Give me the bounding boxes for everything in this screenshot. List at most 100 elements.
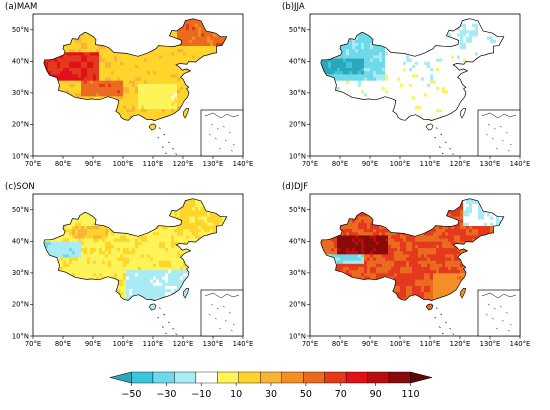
x-tick-label: 70°E: [302, 340, 318, 348]
colorbar-tick-label: −50: [121, 389, 141, 400]
hainan-island: [425, 303, 434, 311]
colorbar-swatch: [367, 371, 390, 384]
colorbar-tick-label: 10: [230, 389, 242, 400]
y-tick-label: 40°N: [289, 238, 306, 246]
colorbar-swatch: [131, 371, 154, 384]
colorbar-arrow-low: [109, 371, 132, 384]
x-tick-label: 80°E: [332, 160, 348, 168]
x-tick-label: 80°E: [332, 340, 348, 348]
colorbar-swatch: [345, 371, 368, 384]
x-tick-label: 110°E: [420, 160, 441, 168]
y-tick-label: 10°N: [289, 152, 306, 160]
map-panel-jja: 70°E 80°E 90°E 100°E 110°E 120°E 130°E 140°E 10°…: [289, 13, 531, 168]
colorbar-tick-label: −30: [156, 389, 176, 400]
colorbar-swatch: [238, 371, 261, 384]
y-tick-label: 20°N: [12, 121, 29, 129]
x-tick-label: 100°E: [113, 340, 134, 348]
y-tick-label: 50°N: [12, 26, 29, 34]
x-tick-label: 110°E: [143, 160, 164, 168]
x-tick-label: 100°E: [390, 340, 411, 348]
china-border: [320, 18, 505, 122]
x-tick-label: 140°E: [510, 340, 531, 348]
x-tick-label: 130°E: [203, 160, 224, 168]
colorbar-swatch: [152, 371, 175, 384]
x-tick-label: 140°E: [510, 160, 531, 168]
x-tick-label: 120°E: [173, 160, 194, 168]
y-tick-label: 20°N: [12, 301, 29, 309]
colorbar-swatch: [260, 371, 282, 384]
panel-title-jja: (b)JJA: [282, 2, 305, 12]
y-tick-label: 40°N: [289, 58, 306, 66]
taiwan-island: [459, 108, 467, 119]
colorbar-swatch: [388, 371, 411, 384]
colorbar-tick-label: 90: [370, 389, 382, 400]
x-tick-label: 120°E: [450, 160, 471, 168]
map-panel-son: 70°E 80°E 90°E 100°E 110°E 120°E 130°E 140°E 10°…: [12, 193, 254, 348]
colorbar-tick-label: 30: [265, 389, 277, 400]
x-tick-label: 120°E: [450, 340, 471, 348]
south-china-sea-dashes: [157, 307, 178, 335]
hainan-island: [148, 303, 157, 311]
y-tick-label: 20°N: [289, 301, 306, 309]
colorbar-swatch: [303, 371, 325, 384]
china-border: [43, 18, 228, 122]
south-china-sea-dashes: [157, 127, 178, 155]
colorbar-swatch: [217, 371, 239, 384]
x-tick-label: 140°E: [233, 340, 254, 348]
panel-title-mam: (a)MAM: [5, 2, 37, 12]
x-tick-label: 90°E: [362, 340, 378, 348]
taiwan-island: [182, 108, 190, 119]
hainan-island: [425, 123, 434, 131]
y-tick-label: 50°N: [289, 26, 306, 34]
south-china-sea-dashes: [434, 127, 455, 155]
y-tick-label: 10°N: [12, 152, 29, 160]
y-tick-label: 30°N: [289, 89, 306, 97]
south-china-sea-inset: [200, 109, 244, 157]
x-tick-label: 80°E: [55, 160, 71, 168]
colorbar-swatch: [281, 371, 304, 384]
colorbar-tick-label: 110: [401, 389, 419, 400]
y-tick-label: 40°N: [12, 238, 29, 246]
x-tick-label: 70°E: [25, 340, 41, 348]
colorbar-arrow-high: [410, 371, 433, 384]
colorbar-swatch: [324, 371, 347, 384]
y-tick-label: 50°N: [12, 206, 29, 214]
colorbar-swatch: [195, 371, 218, 384]
y-tick-label: 30°N: [289, 269, 306, 277]
y-tick-label: 10°N: [289, 332, 306, 340]
china-border: [320, 198, 505, 302]
panel-title-djf: (d)DJF: [282, 182, 308, 192]
y-tick-label: 30°N: [12, 89, 29, 97]
y-tick-label: 30°N: [12, 269, 29, 277]
panel-title-son: (c)SON: [5, 182, 35, 192]
colorbar-tick-label: −10: [191, 389, 211, 400]
taiwan-island: [182, 288, 190, 299]
x-tick-label: 90°E: [85, 160, 101, 168]
x-tick-label: 90°E: [362, 160, 378, 168]
taiwan-island: [459, 288, 467, 299]
x-tick-label: 130°E: [480, 340, 501, 348]
y-tick-label: 20°N: [289, 121, 306, 129]
x-tick-label: 120°E: [173, 340, 194, 348]
china-border: [43, 198, 228, 302]
south-china-sea-inset: [200, 289, 244, 337]
south-china-sea-inset: [477, 289, 521, 337]
y-tick-label: 50°N: [289, 206, 306, 214]
x-tick-label: 90°E: [85, 340, 101, 348]
x-tick-label: 70°E: [25, 160, 41, 168]
x-tick-label: 100°E: [390, 160, 411, 168]
x-tick-label: 110°E: [143, 340, 164, 348]
x-tick-label: 130°E: [480, 160, 501, 168]
x-tick-label: 100°E: [113, 160, 134, 168]
colorbar-tick-label: 50: [300, 389, 312, 400]
map-panel-djf: 70°E 80°E 90°E 100°E 110°E 120°E 130°E 140°E 10°…: [289, 193, 531, 348]
hainan-island: [148, 123, 157, 131]
south-china-sea-dashes: [434, 307, 455, 335]
x-tick-label: 110°E: [420, 340, 441, 348]
y-tick-label: 10°N: [12, 332, 29, 340]
colorbar: −50 −30 −10 10 30 50 70 90 110: [109, 371, 433, 400]
x-tick-label: 130°E: [203, 340, 224, 348]
colorbar-tick-label: 70: [335, 389, 347, 400]
x-tick-label: 80°E: [55, 340, 71, 348]
y-tick-label: 40°N: [12, 58, 29, 66]
